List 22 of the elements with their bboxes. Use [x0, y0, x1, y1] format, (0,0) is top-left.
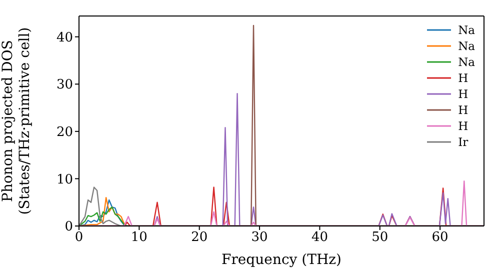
x-tick-label: 60	[432, 230, 448, 246]
legend-label: H	[458, 71, 468, 85]
legend-label: Ir	[458, 135, 468, 149]
x-axis-title: Frequency (THz)	[221, 252, 342, 268]
legend-label: H	[458, 103, 468, 117]
y-tick-label: 40	[56, 30, 73, 46]
y-tick-label: 10	[56, 172, 73, 188]
y-tick-label: 30	[56, 78, 73, 93]
x-tick-label: 0	[74, 230, 84, 246]
x-tick-label: 40	[311, 230, 328, 246]
x-tick-label: 50	[372, 230, 388, 246]
y-tick-label: 0	[64, 220, 73, 235]
y-axis-title: Phonon projected DOS (States/THz·primitive cell)	[0, 27, 33, 215]
x-tick-label: 30	[251, 230, 268, 246]
legend-label: Na	[458, 23, 475, 37]
legend-label: Na	[458, 55, 475, 69]
legend-label: H	[458, 87, 468, 101]
legend-label: H	[458, 119, 468, 133]
x-tick-label: 20	[191, 230, 208, 246]
y-tick-label: 20	[56, 125, 73, 140]
legend-label: Na	[458, 39, 475, 53]
x-tick-label: 10	[130, 230, 148, 246]
